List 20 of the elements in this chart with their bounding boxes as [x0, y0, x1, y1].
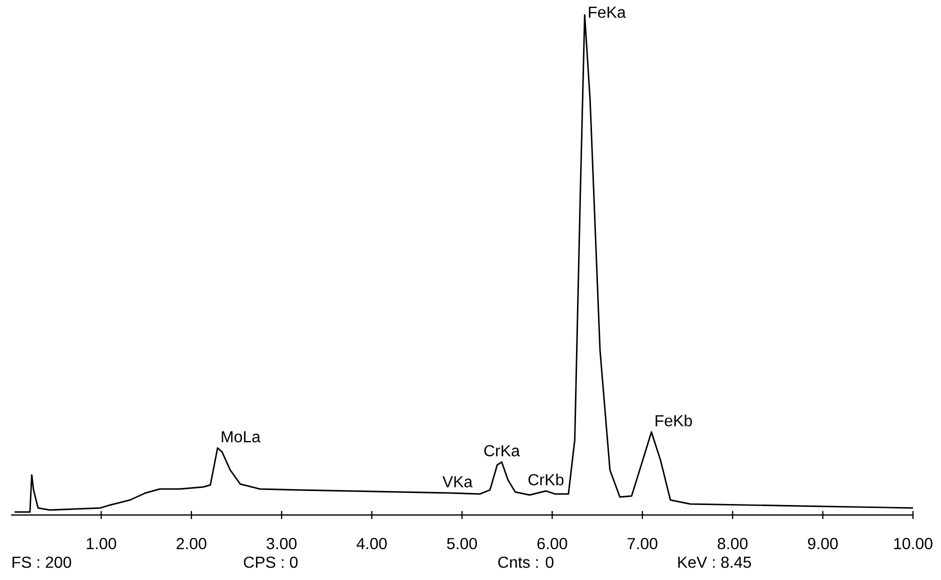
- annotation: VKa: [442, 476, 473, 488]
- text: FS : 200: [12, 556, 72, 568]
- x-tick-label: 1.00: [86, 538, 116, 550]
- x-tick-label: 9.00: [808, 538, 838, 550]
- annotation: MoLa: [222, 431, 261, 442]
- x-tick-label: 5.00: [447, 538, 477, 550]
- x-tick-label: 10.00: [894, 538, 932, 550]
- text: Cnts : 0: [498, 556, 554, 568]
- x-tick-label: 2.00: [176, 538, 206, 550]
- x-tick-label: 7.00: [628, 538, 658, 550]
- x-tick-label: 8.00: [718, 538, 748, 550]
- x-tick-label: 4.00: [356, 538, 387, 550]
- annotation: CrKb: [528, 474, 564, 486]
- text: KeV : 8.45: [678, 556, 751, 568]
- annotation: CrKa: [484, 445, 520, 456]
- x-tick-label: 6.00: [537, 538, 568, 550]
- text: CPS : 0: [244, 556, 298, 568]
- x-tick-label: 3.00: [266, 538, 297, 550]
- annotation: FeKa: [588, 6, 626, 18]
- annotation: FeKb: [656, 414, 692, 426]
